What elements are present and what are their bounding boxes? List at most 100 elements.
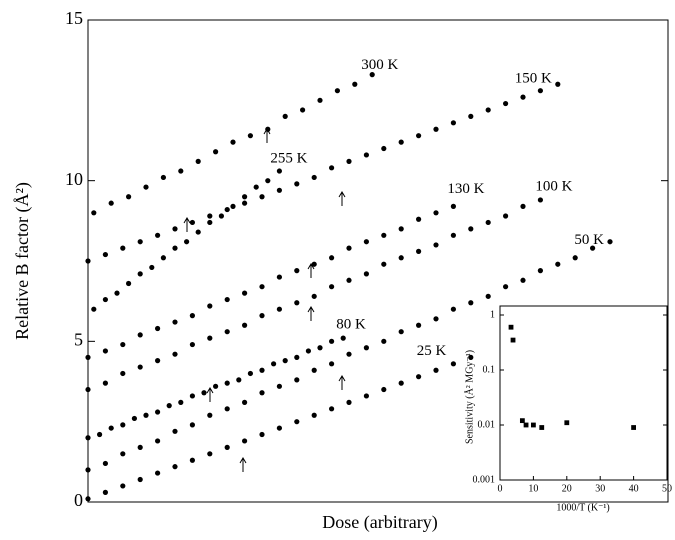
data-point	[300, 107, 306, 113]
data-point	[259, 431, 265, 438]
data-point	[276, 306, 282, 312]
data-point	[207, 219, 213, 226]
data-point	[329, 284, 335, 290]
data-point	[523, 422, 529, 428]
data-point	[126, 280, 132, 287]
data-point	[416, 374, 422, 380]
data-point	[398, 380, 404, 386]
data-point	[346, 245, 352, 251]
data-point	[85, 354, 91, 360]
data-point	[207, 213, 213, 219]
arrow	[183, 217, 191, 232]
y-tick-label: 5	[74, 329, 83, 349]
data-point	[294, 419, 300, 425]
x-tick-label: 40	[629, 483, 639, 494]
plot-frame	[499, 305, 668, 481]
data-point	[102, 348, 108, 354]
data-point	[172, 245, 178, 251]
data-point	[329, 338, 335, 344]
data-point	[519, 418, 525, 424]
data-point	[468, 300, 474, 306]
data-point	[102, 489, 108, 495]
data-point	[102, 380, 108, 386]
data-point	[85, 435, 91, 441]
data-point	[230, 203, 236, 209]
data-point	[91, 306, 97, 312]
data-point	[224, 380, 230, 386]
data-point	[537, 197, 544, 203]
data-point	[381, 261, 387, 267]
x-axis-label: 1000/T (K⁻¹)	[556, 502, 609, 513]
data-point	[102, 251, 108, 258]
data-point	[294, 377, 300, 383]
series-label: 80 K	[336, 317, 366, 333]
data-point	[230, 139, 236, 145]
data-point	[631, 425, 636, 430]
y-tick-label: 0.001	[473, 474, 496, 485]
data-point	[120, 483, 126, 489]
data-point	[224, 444, 230, 450]
x-tick-label: 20	[562, 483, 572, 494]
data-point	[468, 226, 474, 232]
data-point	[184, 239, 190, 245]
data-point	[189, 457, 195, 463]
data-point	[224, 329, 230, 335]
data-point	[346, 158, 352, 164]
data-point	[468, 113, 474, 119]
data-point	[433, 126, 439, 132]
arrow	[338, 191, 346, 206]
x-tick-label: 0	[498, 483, 503, 494]
data-point	[346, 399, 352, 405]
data-point	[329, 361, 335, 367]
data-point	[155, 232, 161, 238]
x-tick-label: 50	[662, 483, 672, 494]
data-point	[340, 335, 346, 341]
data-point	[450, 361, 456, 367]
arrow	[239, 457, 247, 472]
data-point	[433, 367, 439, 373]
data-point	[242, 322, 248, 328]
data-point	[276, 425, 282, 431]
data-point	[189, 313, 195, 319]
data-point	[537, 88, 544, 94]
series-label: 255 K	[270, 150, 307, 166]
data-point	[242, 438, 248, 444]
data-point	[607, 239, 613, 245]
data-point	[247, 133, 253, 139]
data-point	[276, 383, 282, 389]
data-point	[329, 165, 335, 171]
data-point	[282, 358, 288, 364]
data-point	[520, 203, 526, 209]
data-point	[108, 425, 114, 431]
data-point	[85, 467, 91, 473]
series-label: 100 K	[535, 178, 572, 194]
data-point	[189, 341, 195, 348]
data-point	[311, 293, 317, 299]
arrow	[206, 387, 214, 402]
data-point	[195, 158, 201, 164]
data-point	[259, 284, 265, 290]
data-point	[294, 181, 300, 187]
data-point	[172, 319, 178, 325]
data-point	[433, 210, 439, 216]
data-point	[120, 245, 126, 251]
x-tick-label: 30	[595, 483, 605, 494]
data-point	[311, 261, 317, 267]
data-point	[294, 300, 300, 306]
data-point	[155, 438, 161, 444]
data-point	[363, 271, 369, 277]
data-point	[276, 274, 282, 280]
y-tick-label: 0	[74, 490, 83, 510]
data-point	[247, 370, 253, 377]
data-point	[398, 255, 404, 261]
data-point	[259, 367, 265, 373]
inset-background	[500, 306, 667, 480]
data-point	[126, 194, 132, 200]
data-point	[242, 399, 248, 405]
arrow	[338, 375, 346, 390]
data-point	[363, 393, 369, 399]
arrow	[307, 263, 315, 278]
data-point	[590, 245, 596, 251]
data-point	[120, 341, 126, 348]
